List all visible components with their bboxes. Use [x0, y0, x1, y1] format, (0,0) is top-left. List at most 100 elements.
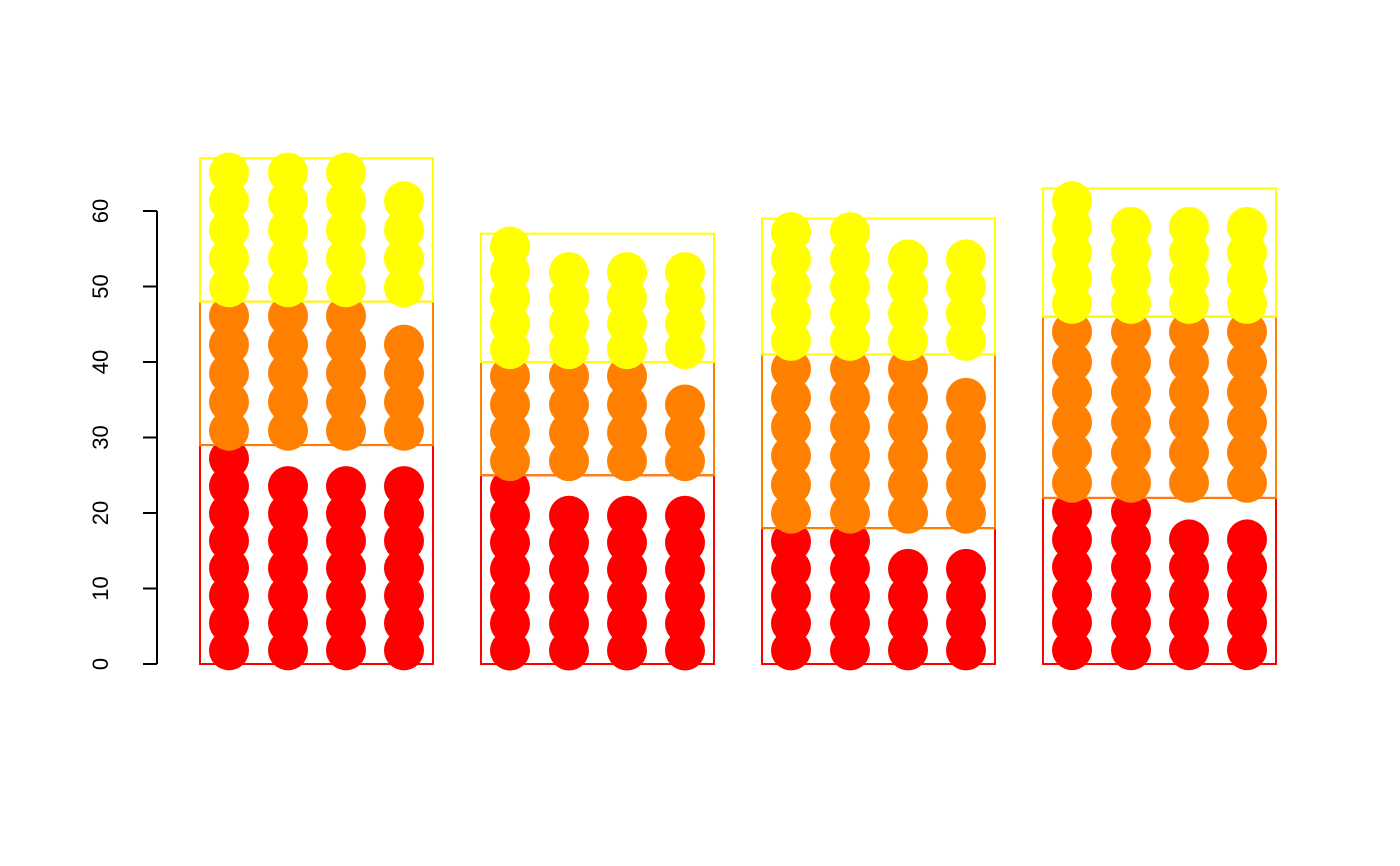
data-dot — [326, 152, 366, 193]
data-dot — [665, 495, 705, 536]
data-dot — [326, 267, 366, 308]
data-dot — [830, 493, 870, 534]
data-dot — [1111, 519, 1151, 560]
data-dot — [1111, 491, 1151, 532]
y-tick-label: 0 — [88, 658, 113, 670]
y-tick-label: 20 — [88, 501, 113, 525]
data-dot — [268, 152, 308, 193]
bar-group-4 — [1042, 181, 1277, 671]
data-dot — [1169, 372, 1209, 413]
data-dot — [1052, 402, 1092, 443]
data-dot — [384, 382, 424, 423]
data-dot — [268, 382, 308, 423]
data-dot — [549, 412, 589, 453]
data-dot — [1052, 491, 1092, 532]
data-dot — [888, 406, 928, 447]
y-tick-label: 30 — [88, 425, 113, 449]
data-dot — [490, 384, 530, 425]
data-dot — [384, 466, 424, 507]
data-dot — [326, 353, 366, 394]
data-dot — [607, 384, 647, 425]
plot-area — [199, 152, 1277, 671]
bar-segment-outline — [480, 232, 715, 363]
data-dot — [830, 521, 870, 562]
data-dot — [1111, 206, 1151, 247]
data-dot — [1052, 519, 1092, 560]
data-dot — [384, 602, 424, 643]
data-dot — [490, 468, 530, 509]
bar-segment-outline — [761, 217, 996, 356]
data-dot — [1169, 519, 1209, 560]
data-dot — [830, 435, 870, 476]
data-dot — [1111, 432, 1151, 473]
bar-group-3 — [761, 212, 996, 671]
data-dot — [326, 295, 366, 336]
data-dot — [490, 412, 530, 453]
data-dot — [326, 181, 366, 222]
data-dot — [384, 267, 424, 308]
data-dot — [1169, 547, 1209, 588]
data-dot — [771, 435, 811, 476]
data-dot — [209, 295, 249, 336]
data-dot — [209, 152, 249, 193]
data-dot — [607, 252, 647, 293]
data-dot — [888, 493, 928, 534]
data-dot — [209, 410, 249, 451]
data-dot — [326, 410, 366, 451]
data-dot — [1111, 630, 1151, 671]
data-dot — [209, 630, 249, 671]
data-dot — [1227, 462, 1267, 503]
data-dot — [326, 575, 366, 616]
data-dot — [946, 377, 986, 418]
data-dot — [268, 575, 308, 616]
data-dot — [830, 406, 870, 447]
data-dot — [1227, 402, 1267, 443]
data-dot — [1227, 574, 1267, 615]
data-dot — [1169, 432, 1209, 473]
data-dot — [1111, 402, 1151, 443]
data-dot — [549, 441, 589, 482]
data-dot — [665, 441, 705, 482]
data-dot — [384, 548, 424, 589]
data-dot — [326, 209, 366, 250]
data-dot — [946, 406, 986, 447]
data-dot — [1227, 432, 1267, 473]
data-dot — [384, 238, 424, 279]
data-dot — [665, 384, 705, 425]
data-dot — [1227, 311, 1267, 352]
data-dot — [1111, 311, 1151, 352]
y-tick-label: 60 — [88, 199, 113, 223]
data-dot — [326, 466, 366, 507]
bar-group-2 — [480, 226, 715, 671]
data-dot — [209, 466, 249, 507]
data-dot — [209, 438, 249, 479]
data-dot — [830, 377, 870, 418]
data-dot — [209, 238, 249, 279]
data-dot — [1052, 602, 1092, 643]
y-tick-label: 40 — [88, 350, 113, 374]
data-dot — [771, 212, 811, 253]
data-dot — [1227, 630, 1267, 671]
y-axis: 0 10 20 30 40 50 60 — [88, 199, 158, 670]
data-dot — [268, 181, 308, 222]
data-dot — [384, 181, 424, 222]
data-dot — [830, 212, 870, 253]
data-dot — [209, 602, 249, 643]
data-dot — [1111, 574, 1151, 615]
y-tick-label: 10 — [88, 576, 113, 600]
data-dot — [384, 209, 424, 250]
data-dot — [888, 239, 928, 280]
data-dot — [268, 466, 308, 507]
data-dot — [268, 209, 308, 250]
data-dot — [209, 382, 249, 423]
data-dot — [384, 493, 424, 534]
data-dot — [268, 493, 308, 534]
data-dot — [326, 382, 366, 423]
data-dot — [1052, 181, 1092, 222]
data-dot — [209, 493, 249, 534]
data-dot — [1227, 206, 1267, 247]
data-dot — [549, 384, 589, 425]
data-dot — [209, 353, 249, 394]
data-dot — [771, 406, 811, 447]
data-dot — [326, 602, 366, 643]
